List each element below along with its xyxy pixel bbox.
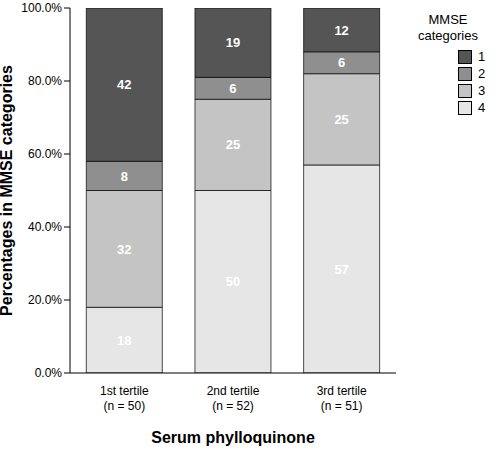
svg-text:20.0%: 20.0% xyxy=(28,293,62,307)
svg-text:3rd tertile(n = 51): 3rd tertile(n = 51) xyxy=(317,384,367,413)
html-text:MMSE categories: MMSE categories xyxy=(418,12,478,43)
html-text:1: 1 xyxy=(478,49,486,64)
svg-text:60.0%: 60.0% xyxy=(28,147,62,161)
svg-text:0.0%: 0.0% xyxy=(35,366,63,380)
svg-text:25: 25 xyxy=(334,112,348,127)
svg-text:6: 6 xyxy=(338,55,345,70)
svg-text:80.0%: 80.0% xyxy=(28,74,62,88)
svg-text:50: 50 xyxy=(226,274,240,289)
html-text:4: 4 xyxy=(478,100,486,115)
svg-text:6: 6 xyxy=(229,81,236,96)
svg-text:100.0%: 100.0% xyxy=(21,1,62,15)
svg-text:57: 57 xyxy=(334,262,348,277)
svg-text:2nd tertile(n = 52): 2nd tertile(n = 52) xyxy=(207,384,260,413)
svg-text:1st tertile(n = 50): 1st tertile(n = 50) xyxy=(100,384,149,413)
svg-text:Percentages in MMSE categories: Percentages in MMSE categories xyxy=(8,65,15,316)
svg-text:42: 42 xyxy=(117,77,131,92)
svg-text:25: 25 xyxy=(226,137,240,152)
svg-text:40.0%: 40.0% xyxy=(28,220,62,234)
html-text:3: 3 xyxy=(478,83,486,98)
svg-text:32: 32 xyxy=(117,242,131,257)
svg-text:Serum phylloquinone: Serum phylloquinone xyxy=(151,429,315,446)
svg-text:19: 19 xyxy=(226,35,240,50)
svg-text:8: 8 xyxy=(121,169,128,184)
svg-text:18: 18 xyxy=(117,333,131,348)
svg-text:12: 12 xyxy=(334,23,348,38)
html-text:2: 2 xyxy=(478,66,486,81)
